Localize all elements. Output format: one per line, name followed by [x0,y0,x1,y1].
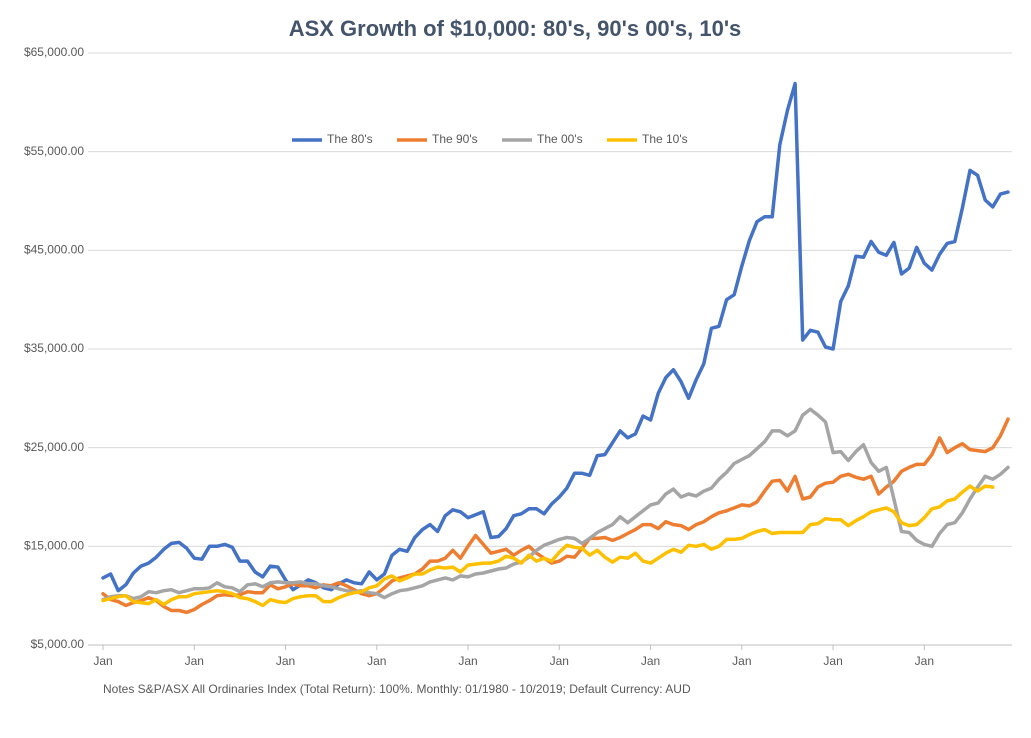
x-tick-label: Jan [641,654,660,668]
y-tick-label: $25,000.00 [24,440,84,454]
x-tick-label: Jan [367,654,386,668]
y-tick-label: $35,000.00 [24,341,84,355]
x-tick-label: Jan [915,654,934,668]
legend-label: The 00's [537,132,583,146]
x-tick-label: Jan [823,654,842,668]
y-tick-label: $15,000.00 [24,539,84,553]
x-tick-label: Jan [550,654,569,668]
y-tick-label: $55,000.00 [24,144,84,158]
x-tick-label: Jan [732,654,751,668]
chart-notes: Notes S&P/ASX All Ordinaries Index (Tota… [103,682,691,696]
line-series [101,484,995,608]
chart-title: ASX Growth of $10,000: 80's, 90's 00's, … [289,16,742,41]
legend-label: The 90's [432,132,478,146]
legend-label: The 10's [642,132,688,146]
line-series [101,417,1010,615]
line-series [101,81,1010,593]
x-tick-label: Jan [185,654,204,668]
legend-label: The 80's [327,132,373,146]
x-tick-label: Jan [458,654,477,668]
line-series [101,407,1010,602]
y-tick-label: $65,000.00 [24,45,84,59]
y-tick-label: $5,000.00 [31,637,85,651]
y-tick-label: $45,000.00 [24,243,84,257]
x-tick-label: Jan [93,654,112,668]
x-tick-label: Jan [276,654,295,668]
